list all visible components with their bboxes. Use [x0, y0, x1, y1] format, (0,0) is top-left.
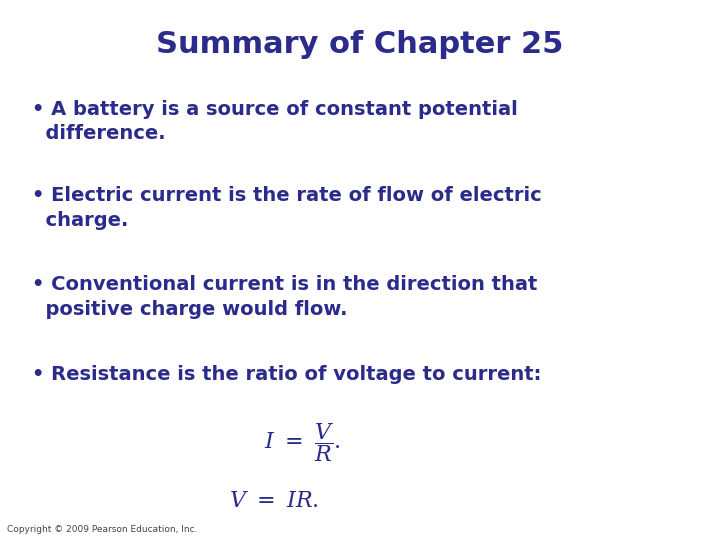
Text: Copyright © 2009 Pearson Education, Inc.: Copyright © 2009 Pearson Education, Inc. [7, 524, 198, 534]
Text: • Resistance is the ratio of voltage to current:: • Resistance is the ratio of voltage to … [32, 364, 541, 383]
Text: Summary of Chapter 25: Summary of Chapter 25 [156, 30, 564, 59]
Text: • Conventional current is in the direction that
  positive charge would flow.: • Conventional current is in the directi… [32, 275, 538, 319]
Text: • A battery is a source of constant potential
  difference.: • A battery is a source of constant pote… [32, 100, 518, 143]
Text: $I \ = \ \dfrac{V}{R}.$: $I \ = \ \dfrac{V}{R}.$ [264, 421, 341, 464]
Text: • Electric current is the rate of flow of electric
  charge.: • Electric current is the rate of flow o… [32, 186, 542, 230]
Text: $V \ = \ IR.$: $V \ = \ IR.$ [229, 491, 318, 511]
